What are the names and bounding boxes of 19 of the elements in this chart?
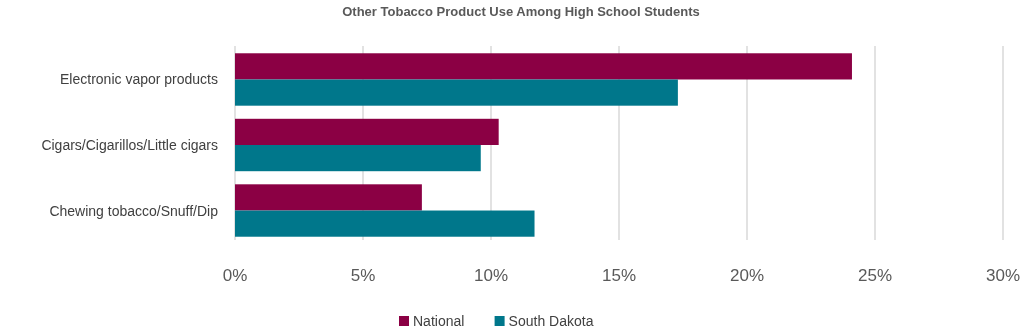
x-tick-label: 20% xyxy=(729,266,765,285)
bar xyxy=(235,118,499,145)
bar xyxy=(235,184,422,211)
bar xyxy=(235,210,535,237)
bar xyxy=(235,79,678,106)
x-tick-label: 15% xyxy=(601,266,637,285)
bar xyxy=(235,53,852,80)
x-tick-label: 5% xyxy=(350,266,376,285)
y-tick-label: Chewing tobacco/Snuff/Dip xyxy=(49,202,219,219)
x-tick-label: 0% xyxy=(222,266,248,285)
x-tick-label: 10% xyxy=(473,266,509,285)
bar xyxy=(235,145,481,172)
x-tick-label: 30% xyxy=(985,266,1021,285)
y-tick-label: Electronic vapor products xyxy=(60,71,218,88)
chart-title: Other Tobacco Product Use Among High School Students xyxy=(342,4,700,19)
y-tick-label: Cigars/Cigarillos/Little cigars xyxy=(41,137,218,153)
x-tick-label: 25% xyxy=(857,266,893,285)
legend-label: National xyxy=(413,313,465,329)
legend-label: South Dakota xyxy=(508,313,594,329)
